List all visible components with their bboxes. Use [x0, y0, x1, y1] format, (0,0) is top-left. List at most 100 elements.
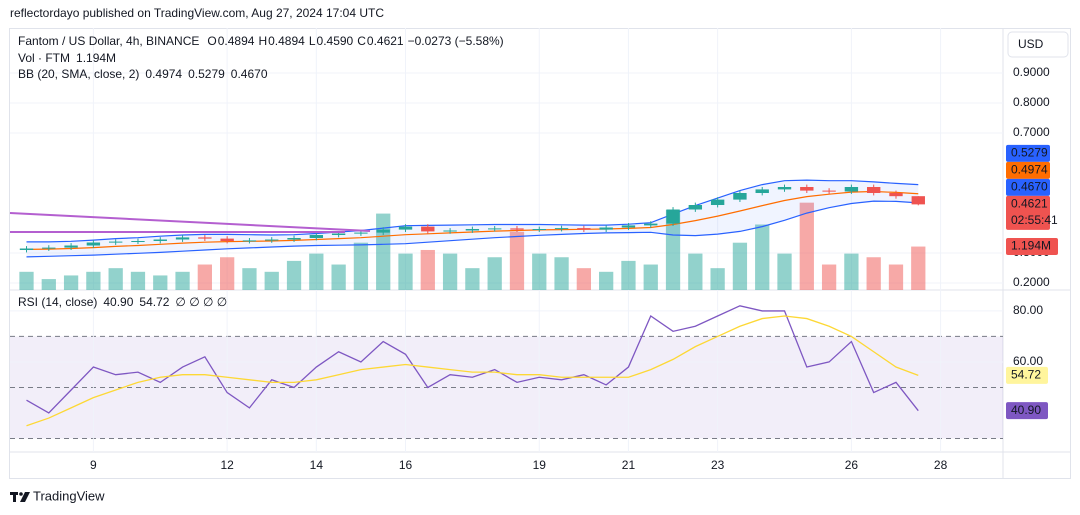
- x-tick-label: 28: [934, 458, 948, 472]
- plot: [19, 179, 926, 427]
- candle-body: [398, 226, 413, 230]
- volume-tag: [1006, 238, 1058, 256]
- legend-text: 0.4590: [317, 34, 354, 48]
- volume-bar: [220, 257, 235, 290]
- price-tag-label: 0.4621: [1011, 197, 1048, 211]
- y-tick-label: 0.9000: [1013, 65, 1050, 79]
- currency[interactable]: USD: [1018, 37, 1044, 51]
- legend-text: Vol · FTM: [18, 51, 70, 65]
- candle-body: [666, 209, 680, 224]
- legend-text: ∅ ∅ ∅ ∅: [175, 295, 227, 309]
- volume-bar: [621, 260, 636, 290]
- legend: Fantom / US Dollar, 4h, BINANCE O 0.4894 H 0…: [18, 34, 504, 309]
- volume-bar: [821, 264, 837, 290]
- candle-body: [86, 242, 101, 246]
- candle-body: [242, 240, 257, 242]
- legend-text: H: [258, 34, 267, 48]
- volume-bar: [197, 264, 212, 290]
- legend-text: −0.0273 (−5.58%): [408, 34, 504, 48]
- candle-body: [198, 237, 212, 239]
- volume-bar: [732, 242, 748, 290]
- candle-body: [755, 189, 769, 194]
- candle-body: [42, 247, 56, 249]
- candle-body: [265, 239, 279, 241]
- legend-text: 54.72: [139, 295, 169, 309]
- candle-body: [844, 187, 859, 192]
- footer-brand: TradingView: [33, 488, 105, 503]
- candle-body: [911, 196, 925, 205]
- rsi-tag: [1006, 366, 1048, 384]
- candle-body: [822, 190, 836, 192]
- candle-body: [577, 228, 591, 230]
- candle-body: [131, 241, 145, 243]
- candle-body: [309, 235, 324, 239]
- candle-body: [331, 233, 346, 236]
- currency-button[interactable]: [1007, 31, 1069, 58]
- volume-bar: [442, 253, 458, 290]
- candle-body: [64, 245, 78, 248]
- price-tag: [1006, 161, 1050, 179]
- trend-drawing: [9, 212, 371, 232]
- x-tick-label: 16: [399, 458, 413, 472]
- volume-bar: [554, 257, 569, 290]
- candle-body: [733, 193, 747, 200]
- y-tick-label: 0.8000: [1013, 95, 1050, 109]
- countdown: 02:55:41: [1011, 213, 1058, 227]
- legend-text: 0.4670: [231, 67, 268, 81]
- band-fill: [26, 180, 919, 257]
- rsi-tag: [1006, 402, 1048, 420]
- volume-bar: [844, 253, 859, 290]
- volume-bar: [576, 268, 591, 290]
- candle-body: [621, 225, 636, 228]
- legend-text: 0.4974: [145, 67, 182, 81]
- legend-text: 40.90: [103, 295, 133, 309]
- volume-bar: [286, 260, 302, 290]
- candle-body: [800, 187, 814, 191]
- volume-bar: [376, 213, 391, 290]
- legend-text: 0.4894: [268, 34, 305, 48]
- volume-bar: [509, 231, 525, 290]
- legend-text: 0.4894: [218, 34, 255, 48]
- volume-bar: [331, 264, 346, 290]
- volume-bar: [866, 257, 881, 290]
- volume-bar: [264, 271, 279, 290]
- volume-bar: [86, 271, 101, 290]
- candle-body: [421, 226, 435, 232]
- volume-bar: [799, 202, 814, 290]
- logo-mark: [19, 492, 23, 496]
- volume-bar: [309, 253, 324, 290]
- candle-body: [554, 228, 569, 230]
- volume-bar: [643, 264, 658, 290]
- candle-body: [889, 193, 903, 197]
- legend-text: 0.5279: [188, 67, 225, 81]
- volume-bar: [108, 268, 123, 290]
- publish-note: reflectordayo published on TradingView.c…: [10, 6, 384, 20]
- legend-text: Fantom / US Dollar, 4h, BINANCE: [18, 34, 199, 48]
- volume-bar: [130, 271, 146, 290]
- y-tick-label: 60.00: [1013, 354, 1043, 368]
- candle-body: [108, 241, 123, 243]
- legend-text: RSI (14, close): [18, 295, 97, 309]
- candle-body: [376, 229, 390, 233]
- volume-bar: [353, 242, 369, 290]
- legend-text: L: [309, 34, 316, 48]
- volume-bar: [420, 249, 435, 290]
- frame: [9, 28, 1071, 479]
- legend-text: 1.194M: [76, 51, 116, 65]
- candle-body: [599, 227, 613, 230]
- price-tag-label: 0.4974: [1011, 163, 1048, 177]
- volume-tag-label: 1.194M: [1011, 239, 1051, 253]
- bb-lower: [26, 200, 919, 258]
- legend-text: BB (20, SMA, close, 2): [18, 67, 139, 81]
- legend-text: 0.4621: [367, 34, 404, 48]
- x-tick-label: 23: [711, 458, 725, 472]
- volume-bar: [487, 257, 502, 290]
- x-tick-label: 12: [220, 458, 234, 472]
- volume-bar: [688, 253, 703, 290]
- tradingview-logo: [10, 492, 30, 502]
- candle-body: [465, 229, 480, 231]
- volume-bar: [398, 253, 413, 290]
- candle-body: [19, 248, 34, 251]
- volume-bar: [41, 279, 56, 290]
